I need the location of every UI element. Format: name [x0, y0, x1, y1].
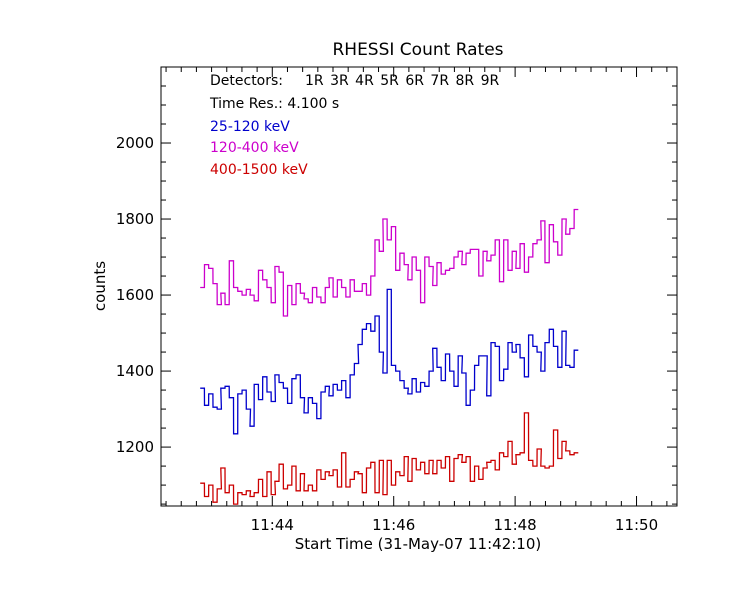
series-line-2 [200, 412, 579, 505]
y-tick-label: 1800 [116, 210, 154, 228]
y-tick-label: 1200 [116, 438, 154, 456]
legend-series-1: 120-400 keV [210, 140, 299, 156]
y-tick-label: 2000 [116, 134, 154, 152]
legend: Detectors: 1R 3R 4R 5R 6R 7R 8R 9R Time … [209, 73, 500, 178]
x-tick-label: 11:48 [493, 516, 536, 534]
plot-frame [160, 66, 678, 507]
legend-series-0: 25-120 keV [210, 119, 290, 135]
x-tick-label: 11:44 [251, 516, 294, 534]
y-axis-label: counts [91, 261, 109, 311]
chart-title: RHESSI Count Rates [332, 40, 503, 60]
y-tick-label: 1400 [116, 362, 154, 380]
x-axis-label: Start Time (31-May-07 11:42:10) [295, 535, 541, 553]
y-tick-label: 1600 [116, 286, 154, 304]
legend-series-2: 400-1500 keV [210, 162, 308, 178]
series-line-1 [200, 208, 579, 317]
legend-time-res: Time Res.: 4.100 s [209, 96, 339, 112]
x-tick-label: 11:46 [372, 516, 415, 534]
series-layer [200, 208, 579, 505]
legend-detectors-label: Detectors: [210, 73, 283, 89]
axis-ticks: 11:44 11:46 11:48 11:50 1200 1400 1600 1800 2000 [116, 67, 677, 534]
legend-detectors-list: 1R 3R 4R 5R 6R 7R 8R 9R [305, 73, 500, 89]
x-tick-label: 11:50 [615, 516, 658, 534]
series-line-0 [200, 288, 579, 435]
